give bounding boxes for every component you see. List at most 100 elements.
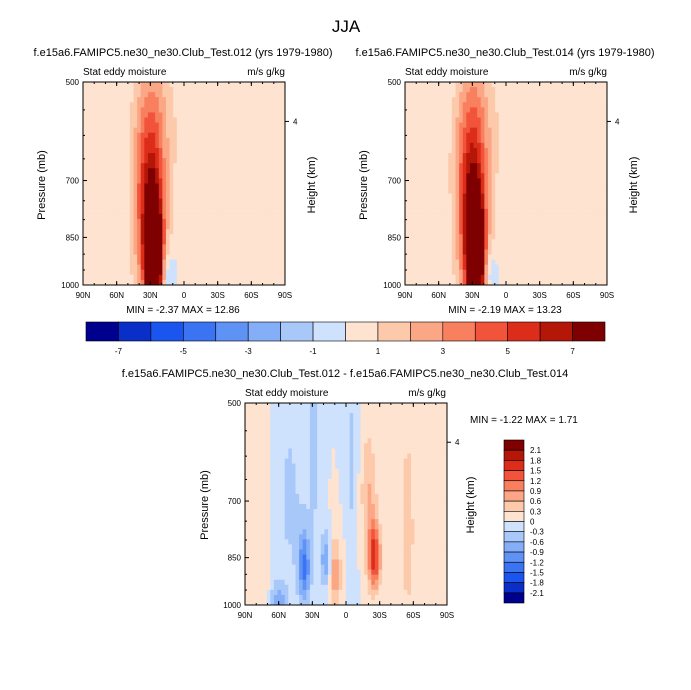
heatmap-cell bbox=[209, 213, 214, 220]
heatmap-cell bbox=[495, 92, 500, 98]
heatmap-cell bbox=[556, 274, 561, 281]
heatmap-cell bbox=[574, 269, 579, 276]
heatmap-cell bbox=[466, 188, 471, 195]
heatmap-cell bbox=[556, 163, 561, 169]
heatmap-cell bbox=[430, 229, 435, 235]
heatmap-cell bbox=[455, 147, 460, 154]
heatmap-cell bbox=[400, 423, 405, 429]
heatmap-cell bbox=[97, 274, 102, 281]
heatmap-cell bbox=[545, 208, 550, 215]
heatmap-cell bbox=[277, 269, 282, 276]
heatmap-cell bbox=[230, 244, 235, 250]
heatmap-cell bbox=[585, 254, 590, 261]
heatmap-cell bbox=[498, 132, 503, 139]
heatmap-cell bbox=[209, 274, 214, 281]
heatmap-cell bbox=[234, 249, 239, 256]
heatmap-cell bbox=[176, 203, 181, 210]
y-tick-label: 500 bbox=[66, 78, 80, 87]
heatmap-cell bbox=[498, 97, 503, 103]
heatmap-cell bbox=[115, 142, 120, 149]
heatmap-cell bbox=[405, 249, 410, 256]
heatmap-cell bbox=[487, 183, 493, 190]
heatmap-cell bbox=[428, 428, 434, 434]
heatmap-cell bbox=[277, 229, 282, 235]
heatmap-cell bbox=[502, 87, 507, 93]
heatmap-cell bbox=[360, 413, 365, 419]
heatmap-cell bbox=[455, 234, 460, 240]
heatmap-cell bbox=[202, 137, 207, 144]
heatmap-cell bbox=[415, 274, 420, 281]
heatmap-cell bbox=[520, 153, 525, 159]
heatmap-cell bbox=[524, 92, 529, 98]
heatmap-cell bbox=[451, 137, 456, 144]
heatmap-cell bbox=[119, 142, 124, 149]
heatmap-cell bbox=[378, 428, 383, 434]
heatmap-cell bbox=[97, 188, 102, 195]
heatmap-cell bbox=[119, 249, 124, 256]
heatmap-cell bbox=[234, 158, 239, 164]
heatmap-cell bbox=[513, 279, 518, 286]
heatmap-cell bbox=[97, 163, 102, 169]
heatmap-cell bbox=[498, 158, 503, 164]
heatmap-cell bbox=[151, 259, 156, 266]
heatmap-cell bbox=[281, 112, 286, 119]
heatmap-cell bbox=[596, 158, 601, 164]
heatmap-cell bbox=[545, 82, 550, 88]
heatmap-cell bbox=[524, 229, 529, 235]
heatmap-cell bbox=[520, 112, 525, 119]
heatmap-cell bbox=[592, 112, 597, 119]
heatmap-cell bbox=[408, 158, 413, 164]
heatmap-cell bbox=[473, 153, 478, 159]
heatmap-cell bbox=[430, 203, 435, 210]
heatmap-cell bbox=[151, 163, 156, 169]
heatmap-cell bbox=[147, 168, 153, 174]
heatmap-cell bbox=[187, 203, 192, 210]
heatmap-cell bbox=[455, 153, 460, 159]
heatmap-cell bbox=[216, 87, 221, 93]
heatmap-cell bbox=[534, 249, 539, 256]
heatmap-cell bbox=[227, 112, 232, 119]
heatmap-cell bbox=[426, 178, 431, 185]
heatmap-cell bbox=[419, 239, 424, 245]
heatmap-cell bbox=[603, 173, 608, 179]
heatmap-cell bbox=[220, 198, 225, 205]
heatmap-cell bbox=[165, 224, 171, 230]
heatmap-cell bbox=[144, 173, 149, 179]
heatmap-cell bbox=[423, 213, 428, 220]
heatmap-cell bbox=[288, 418, 293, 424]
heatmap-cell bbox=[274, 97, 279, 103]
heatmap-cell bbox=[202, 239, 207, 245]
heatmap-cell bbox=[173, 183, 178, 190]
heatmap-cell bbox=[184, 188, 189, 195]
heatmap-cell bbox=[469, 254, 475, 261]
heatmap-cell bbox=[516, 224, 521, 230]
heatmap-cell bbox=[542, 178, 547, 185]
heatmap-cell bbox=[455, 112, 460, 119]
heatmap-cell bbox=[133, 269, 138, 276]
heatmap-cell bbox=[256, 153, 261, 159]
heatmap-cell bbox=[274, 224, 279, 230]
heatmap-cell bbox=[545, 112, 550, 119]
heatmap-cell bbox=[542, 158, 547, 164]
heatmap-cell bbox=[155, 269, 160, 276]
heatmap-cell bbox=[506, 107, 511, 113]
heatmap-cell bbox=[538, 203, 543, 210]
heatmap-cell bbox=[531, 117, 536, 124]
heatmap-cell bbox=[596, 142, 601, 149]
heatmap-cell bbox=[144, 92, 149, 98]
heatmap-cell bbox=[147, 132, 153, 139]
heatmap-cell bbox=[444, 188, 449, 195]
heatmap-cell bbox=[603, 198, 608, 205]
heatmap-cell bbox=[155, 244, 160, 250]
heatmap-cell bbox=[419, 168, 424, 174]
heatmap-cell bbox=[155, 112, 160, 119]
heatmap-cell bbox=[603, 188, 608, 195]
heatmap-cell bbox=[455, 137, 460, 144]
heatmap-cell bbox=[412, 163, 417, 169]
heatmap-cell bbox=[560, 264, 565, 271]
heatmap-cell bbox=[524, 158, 529, 164]
heatmap-cell bbox=[119, 234, 124, 240]
heatmap-cell bbox=[495, 132, 500, 139]
heatmap-cell bbox=[101, 239, 106, 245]
heatmap-cell bbox=[220, 117, 225, 124]
